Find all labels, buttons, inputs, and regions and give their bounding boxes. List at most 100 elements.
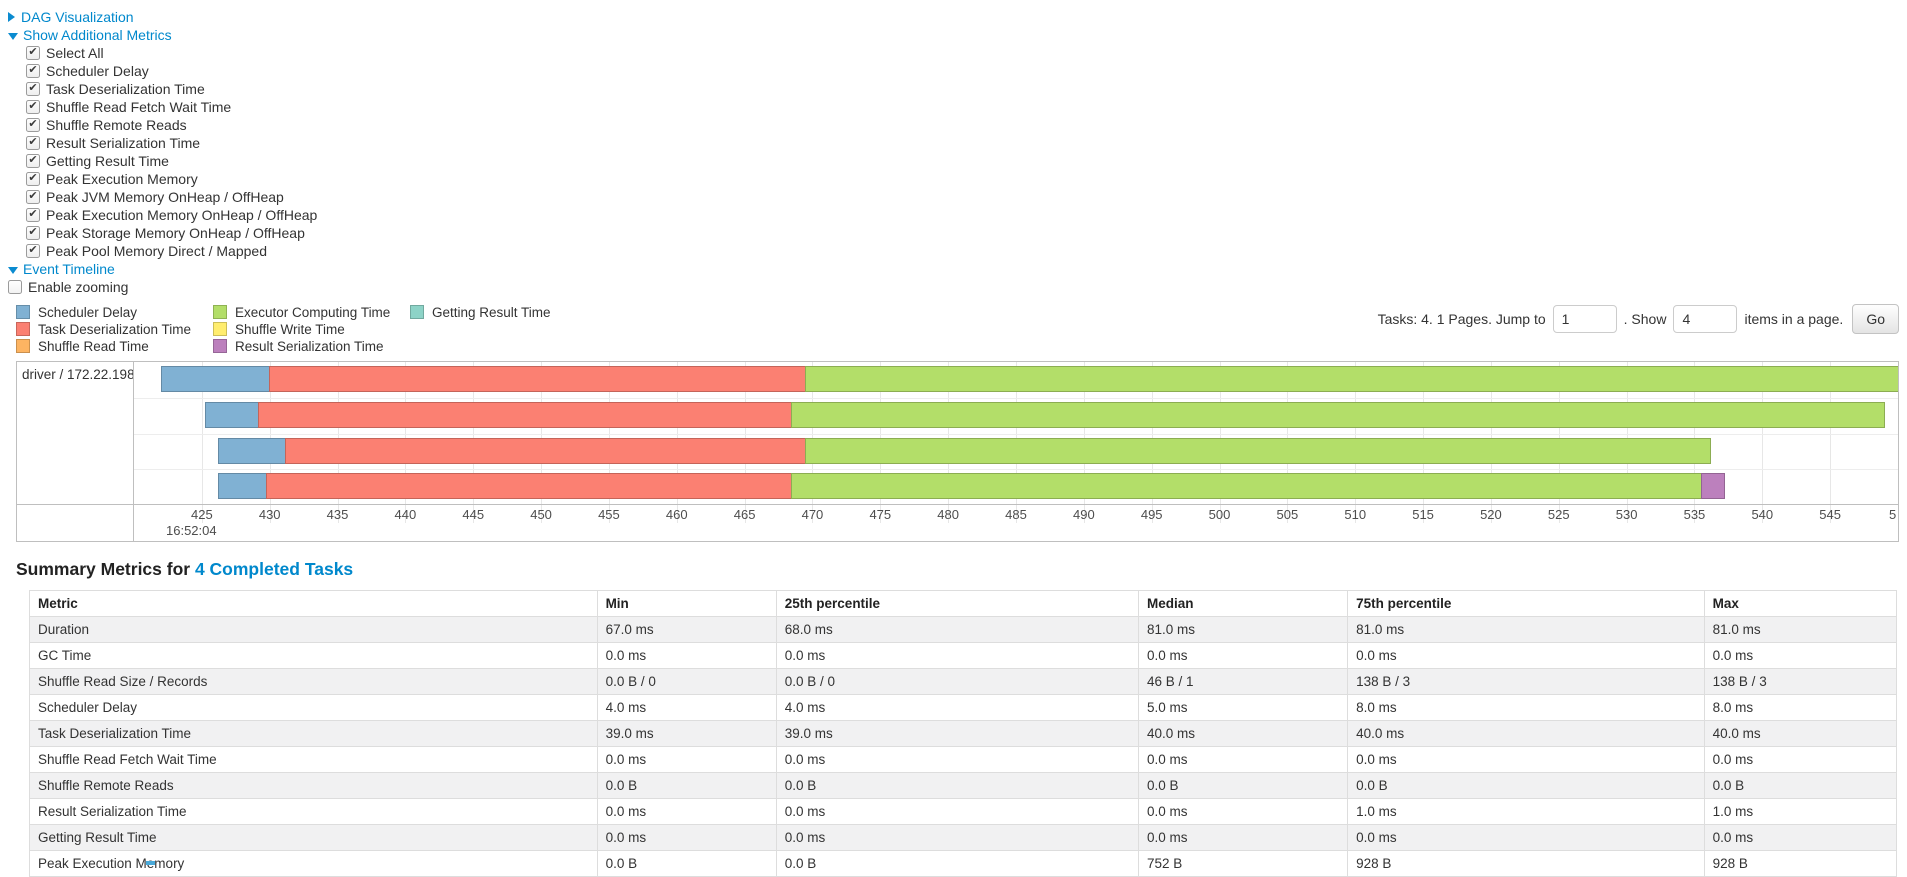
axis-tick	[473, 505, 475, 523]
executor-computing-segment[interactable]	[805, 366, 1898, 392]
timeline-axis: 16:52:04 425 430 435 440 445 450 455 460 465 470 4…	[134, 505, 1898, 541]
summary-metric-name: Shuffle Read Size / Records	[29, 668, 598, 695]
executor-computing-segment[interactable]	[805, 437, 1712, 464]
event-timeline-link[interactable]: Event Timeline	[23, 261, 115, 277]
legend-label: Result Serialization Time	[235, 338, 384, 354]
gridline	[608, 362, 610, 504]
axis-tick	[1694, 505, 1696, 523]
caret-down-icon[interactable]	[8, 266, 18, 274]
axis-tick	[1016, 505, 1017, 523]
task-bar[interactable]	[161, 366, 1898, 392]
summary-value-cell: 81.0 ms	[1703, 616, 1898, 643]
summary-value-cell: 0.0 ms	[1703, 642, 1898, 669]
axis-major-label: 16:52:04	[166, 523, 217, 538]
summary-value-cell: 0.0 B / 0	[775, 668, 1139, 695]
items-per-page-input[interactable]	[1673, 305, 1738, 333]
metric-checkbox[interactable]: ✔	[26, 172, 40, 186]
metric-checkbox[interactable]: ✔	[26, 136, 40, 150]
summary-value-cell: 0.0 ms	[1137, 824, 1349, 851]
summary-metric-name: Shuffle Remote Reads	[29, 772, 598, 799]
metric-checkbox[interactable]: ✔	[26, 190, 40, 204]
show-additional-metrics-toggle[interactable]: Show Additional Metrics	[8, 26, 1907, 44]
event-timeline-toggle[interactable]: Event Timeline	[8, 260, 1907, 278]
metric-checkbox[interactable]: ✔	[26, 82, 40, 96]
axis-tick-label: 540	[1751, 507, 1774, 522]
result-serialization-segment[interactable]	[1700, 473, 1726, 500]
task-deserialization-segment[interactable]	[257, 401, 793, 428]
gridline	[744, 362, 746, 504]
caret-right-icon[interactable]	[8, 12, 15, 22]
task-bar[interactable]	[204, 401, 1888, 428]
summary-value-cell: 39.0 ms	[596, 720, 777, 747]
summary-metric-name: Shuffle Read Fetch Wait Time	[29, 746, 598, 773]
axis-tick	[405, 505, 407, 523]
legend-label: Getting Result Time	[432, 304, 551, 320]
axis-tick	[1830, 505, 1832, 523]
metric-checkbox-row: ✔ Shuffle Read Fetch Wait Time	[26, 98, 1907, 116]
enable-zooming-checkbox[interactable]	[8, 280, 22, 294]
summary-value-cell: 0.0 ms	[596, 642, 777, 669]
metric-checkbox[interactable]: ✔	[26, 64, 40, 78]
summary-metric-name: Task Deserialization Time	[29, 720, 598, 747]
metric-checkbox[interactable]: ✔	[26, 208, 40, 222]
summary-value-cell: 5.0 ms	[1137, 694, 1349, 721]
metric-checkbox[interactable]: ✔	[26, 100, 40, 114]
legend-label: Scheduler Delay	[38, 304, 138, 320]
axis-tick-label: 510	[1344, 507, 1367, 522]
gridline	[473, 362, 475, 504]
metric-checkbox-label: Scheduler Delay	[46, 63, 149, 79]
executor-computing-segment[interactable]	[791, 473, 1702, 500]
task-bar[interactable]	[218, 473, 1728, 500]
scheduler-delay-segment[interactable]	[204, 401, 259, 428]
summary-value-cell: 46 B / 1	[1137, 668, 1349, 695]
row-separator	[134, 469, 1898, 471]
task-deserialization-segment[interactable]	[265, 473, 793, 500]
executor-computing-segment[interactable]	[791, 401, 1886, 428]
dag-visualization-toggle[interactable]: DAG Visualization	[8, 8, 1907, 26]
metric-checkbox[interactable]: ✔	[26, 154, 40, 168]
metric-checkbox-label: Task Deserialization Time	[46, 81, 205, 97]
task-deserialization-segment[interactable]	[284, 437, 807, 464]
legend-item: Task Deserialization Time	[16, 321, 213, 337]
axis-tick-label: 475	[869, 507, 892, 522]
axis-tick-label: 425	[190, 507, 213, 522]
legend-item: Executor Computing Time	[213, 304, 410, 320]
caret-down-icon[interactable]	[8, 32, 18, 40]
gridline	[1490, 362, 1492, 504]
summary-value-cell: 40.0 ms	[1137, 720, 1349, 747]
summary-value-cell: 8.0 ms	[1347, 694, 1705, 721]
gridline	[337, 362, 339, 504]
metric-checkbox[interactable]: ✔	[26, 244, 40, 258]
metric-checkbox-row: ✔ Peak Execution Memory	[26, 170, 1907, 188]
summary-value-cell: 138 B / 3	[1347, 668, 1705, 695]
axis-tick	[812, 505, 814, 523]
metric-checkbox-label: Getting Result Time	[46, 153, 169, 169]
jump-to-page-input[interactable]	[1552, 305, 1617, 333]
pagination-text: . Show	[1623, 311, 1667, 327]
summary-value-cell: 40.0 ms	[1347, 720, 1705, 747]
summary-value-cell: 0.0 ms	[775, 824, 1139, 851]
axis-tick	[1762, 505, 1764, 523]
dag-visualization-link[interactable]: DAG Visualization	[21, 9, 134, 25]
metric-checkbox[interactable]: ✔	[26, 118, 40, 132]
metric-checkbox[interactable]: ✔	[26, 226, 40, 240]
scheduler-delay-segment[interactable]	[218, 473, 267, 500]
completed-tasks-link[interactable]: 4 Completed Tasks	[194, 559, 354, 579]
legend-item: Scheduler Delay	[16, 304, 213, 320]
axis-tick	[1355, 505, 1357, 523]
gridline	[1016, 362, 1017, 504]
summary-value-cell: 0.0 B	[1347, 772, 1705, 799]
metric-checkbox[interactable]: ✔	[26, 46, 40, 60]
scheduler-delay-segment[interactable]	[218, 437, 286, 464]
axis-tick-label: 505	[1276, 507, 1299, 522]
go-button[interactable]: Go	[1852, 304, 1899, 334]
task-bar[interactable]	[218, 437, 1713, 464]
summary-value-cell: 8.0 ms	[1703, 694, 1898, 721]
task-deserialization-segment[interactable]	[268, 366, 806, 392]
summary-value-cell: 1.0 ms	[1703, 798, 1898, 825]
gridline	[1083, 362, 1085, 504]
metric-checkbox-row: ✔ Peak Storage Memory OnHeap / OffHeap	[26, 224, 1907, 242]
scheduler-delay-segment[interactable]	[161, 366, 270, 392]
show-additional-metrics-link[interactable]: Show Additional Metrics	[23, 27, 172, 43]
gridline	[1558, 362, 1560, 504]
